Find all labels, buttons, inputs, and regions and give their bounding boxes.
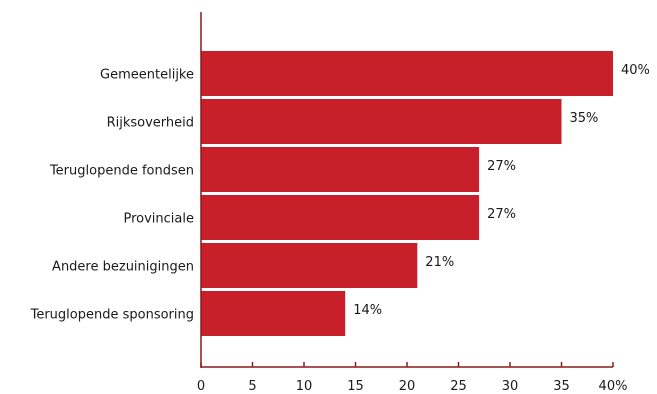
bar-6 <box>201 291 346 336</box>
category-label-3: Teruglopende fondsen <box>49 164 194 179</box>
data-label-2: 35% <box>570 111 599 126</box>
x-tick-label-8: 40% <box>599 379 628 394</box>
bar-1 <box>201 51 613 96</box>
x-tick-label-5: 25 <box>450 379 467 394</box>
data-label-3: 27% <box>487 159 516 174</box>
x-tick-label-4: 20 <box>399 379 416 394</box>
data-label-1: 40% <box>621 63 650 78</box>
x-tick-label-2: 10 <box>296 379 313 394</box>
bar-2 <box>201 99 562 144</box>
category-labels: Gemeentelijke Rijksoverheid Teruglopende f… <box>30 68 194 323</box>
x-tick-label-1: 5 <box>248 379 256 394</box>
category-label-6: Teruglopende sponsoring <box>30 308 194 323</box>
bar-3 <box>201 147 480 192</box>
x-tick-label-3: 15 <box>347 379 364 394</box>
x-tick-label-7: 35 <box>553 379 570 394</box>
x-tick-label-6: 30 <box>502 379 519 394</box>
category-label-4: Provinciale <box>123 212 194 227</box>
category-label-2: Rijksoverheid <box>107 116 194 131</box>
axes: 0 5 10 15 20 25 30 35 40% <box>197 12 628 394</box>
category-label-5: Andere bezuinigingen <box>52 260 194 275</box>
data-label-6: 14% <box>353 303 382 318</box>
value-labels: 40% 35% 27% 27% 21% 14% <box>353 63 650 318</box>
data-label-5: 21% <box>425 255 454 270</box>
bar-4 <box>201 195 480 240</box>
x-tick-label-0: 0 <box>197 379 205 394</box>
bars-group <box>201 51 613 336</box>
data-label-4: 27% <box>487 207 516 222</box>
bar-5 <box>201 243 418 288</box>
category-label-1: Gemeentelijke <box>100 68 194 83</box>
